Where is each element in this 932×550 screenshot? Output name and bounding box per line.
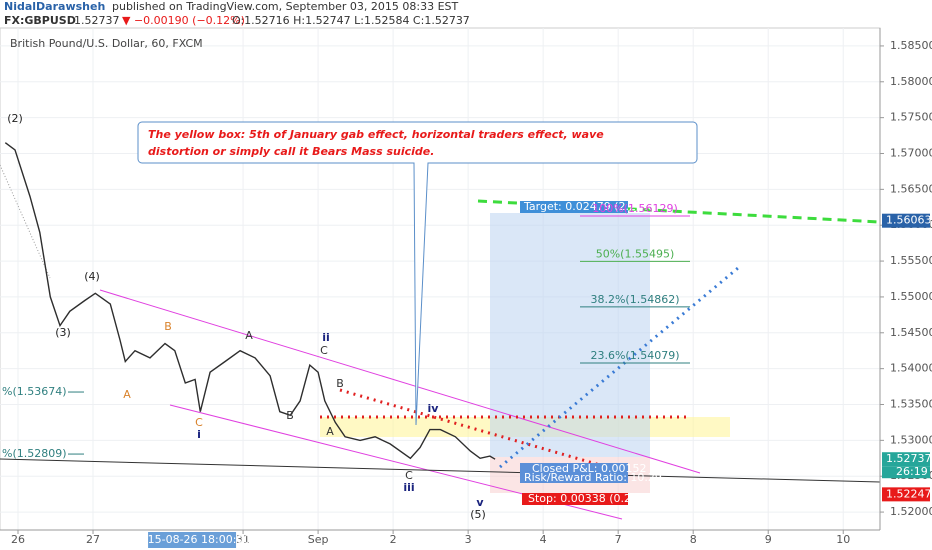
- target-box: [520, 201, 628, 213]
- wave-label: ii: [322, 331, 330, 344]
- y-tick-label: 1.56500: [890, 182, 932, 195]
- wave-label: C: [195, 416, 203, 429]
- x-tick-label: 9: [765, 533, 772, 546]
- x-tick-label: 2: [390, 533, 397, 546]
- author: NidalDarawsheh: [4, 0, 105, 13]
- fib-label: 38.2%(1.54862): [590, 293, 679, 306]
- x-tick-label: 27: [86, 533, 100, 546]
- countdown-box: [882, 466, 930, 479]
- y-tick-label: 1.57500: [890, 111, 932, 124]
- x-tick-label: 8: [690, 533, 697, 546]
- fib-label: 100%(1.56129): [592, 202, 678, 215]
- stop-label: Stop: 0.00338 (0.22%): [528, 492, 653, 505]
- grid: [0, 28, 880, 530]
- price-label: 1.52247: [886, 487, 932, 500]
- y-tick-label: 1.55000: [890, 290, 932, 303]
- x-tick-label: 7: [615, 533, 622, 546]
- annotation-line: The yellow box: 5th of January gab effec…: [148, 128, 604, 141]
- channel-line: [99, 289, 701, 474]
- fib-label: 23.6%(1.54079): [590, 349, 679, 362]
- y-tick-label: 1.53500: [890, 398, 932, 411]
- fib-label: %(1.52809): [2, 447, 67, 460]
- y-tick-label: 1.58500: [890, 39, 932, 52]
- wave-label: i: [197, 428, 201, 441]
- symbol: FX:GBPUSD: [4, 14, 76, 27]
- y-tick-label: 1.55500: [890, 254, 932, 267]
- last: 1.52737: [74, 14, 120, 27]
- wave-label: A: [245, 329, 253, 342]
- wave-label: (2): [7, 112, 23, 125]
- wave-label: B: [164, 320, 172, 333]
- cursor-label: 2015-08-26 18:00:00: [134, 533, 251, 546]
- x-tick-label: 10: [836, 533, 850, 546]
- stop-box: [522, 493, 628, 505]
- wave-label: A: [326, 425, 334, 438]
- support-line: [0, 458, 881, 483]
- x-tick-label: 31: [236, 533, 250, 546]
- y-axis: [880, 28, 932, 530]
- fib-label: 50%(1.55495): [596, 247, 675, 260]
- red-dotted-line: [339, 388, 601, 467]
- change: ▼ −0.00190 (−0.12%): [122, 14, 245, 27]
- y-tick-label: 1.54500: [890, 326, 932, 339]
- y-tick-label: 1.54000: [890, 362, 932, 375]
- price-label-box: [882, 452, 930, 467]
- chart-title: British Pound/U.S. Dollar, 60, FXCM: [10, 37, 203, 50]
- ratio-label: Risk/Reward Ratio: 10.29: [524, 471, 662, 484]
- price-line: [4, 142, 496, 460]
- callout-box: [137, 121, 698, 426]
- y-tick-label: 1.52000: [890, 505, 932, 518]
- wave-label: v: [476, 496, 484, 509]
- y-tick-label: 1.53000: [890, 433, 932, 446]
- wave-label: iii: [403, 481, 414, 494]
- annotation-line: distortion or simply call it Bears Mass …: [148, 145, 434, 158]
- wave-label: (5): [470, 508, 486, 521]
- wave-label: B: [336, 377, 344, 390]
- wave-label: iv: [428, 402, 440, 415]
- wave-label: (3): [55, 326, 71, 339]
- wave-label: C: [405, 469, 413, 482]
- pnl-box: [520, 463, 628, 483]
- y-tick-label: 1.58000: [890, 75, 932, 88]
- target-label: Target: 0.02479 (2.28%): [523, 200, 658, 213]
- countdown: 26:19: [896, 465, 928, 478]
- x-tick-label: 4: [540, 533, 547, 546]
- plot-area: [0, 27, 881, 531]
- pnl-label: Closed P&L: 0.00152: [532, 462, 646, 475]
- x-tick-label: 3: [465, 533, 472, 546]
- price-label-box: [882, 487, 930, 502]
- price-label-box: [882, 213, 930, 228]
- price-label: 1.52737: [886, 452, 932, 465]
- y-tick-label: 1.57000: [890, 147, 932, 160]
- cursor-box: [148, 532, 237, 548]
- ohlc: O:1.52716 H:1.52747 L:1.52584 C:1.52737: [232, 14, 470, 27]
- x-tick-label: Sep: [308, 533, 329, 546]
- dotted-line: [0, 164, 51, 279]
- wave-label: C: [320, 344, 328, 357]
- wave-label: B: [286, 409, 294, 422]
- wave-label: (4): [84, 270, 100, 283]
- blue-dotted-line: [499, 266, 739, 469]
- fib-label: %(1.53674): [2, 385, 67, 398]
- price-label: 1.56063: [886, 214, 932, 227]
- published: published on TradingView.com, September …: [112, 0, 459, 13]
- wave-label: A: [123, 388, 131, 401]
- x-tick-label: 26: [11, 533, 25, 546]
